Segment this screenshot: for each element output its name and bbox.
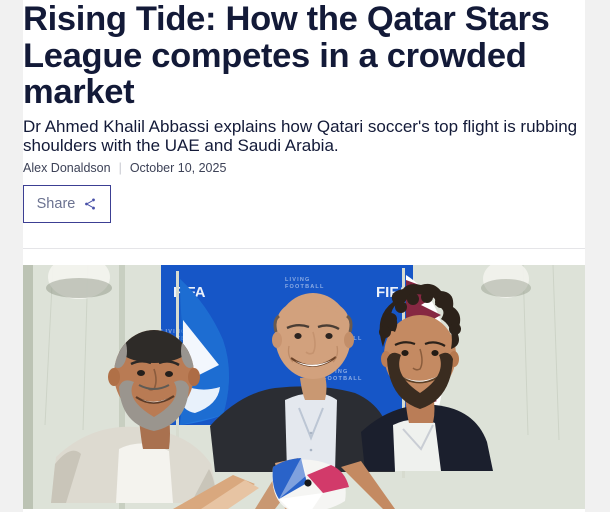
svg-text:FOOTBALL: FOOTBALL (285, 284, 325, 290)
svg-text:LIVING: LIVING (285, 277, 311, 283)
svg-text:FOOTBALL: FOOTBALL (323, 376, 363, 382)
